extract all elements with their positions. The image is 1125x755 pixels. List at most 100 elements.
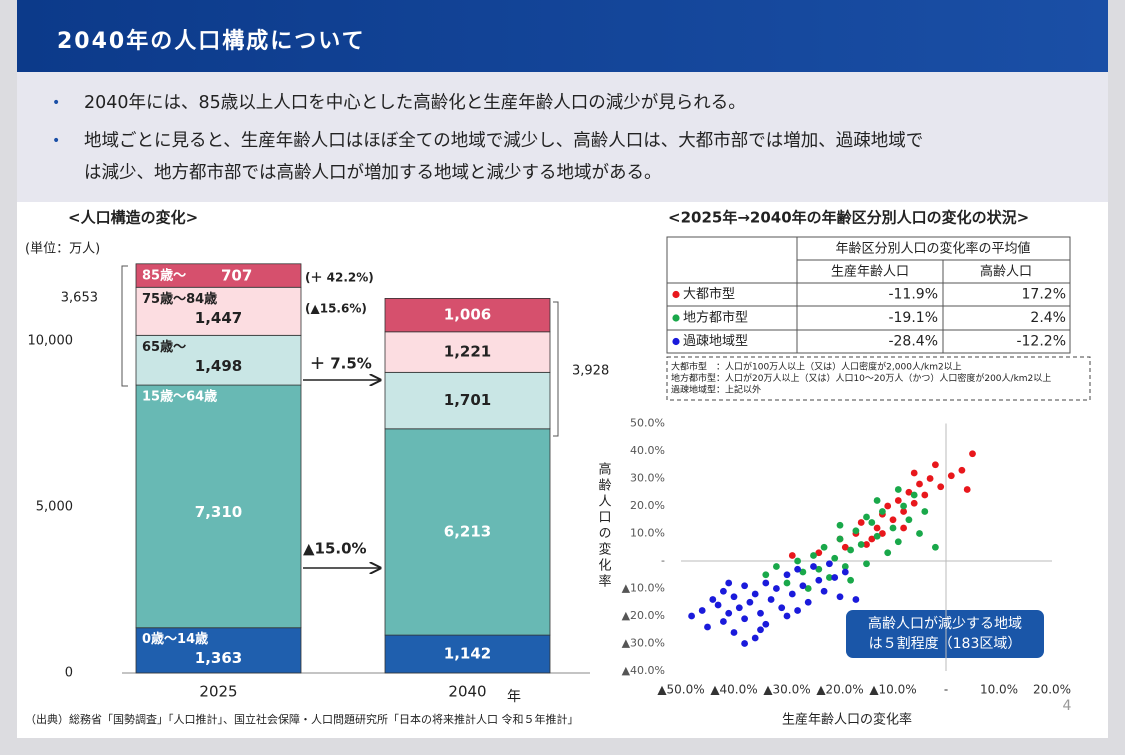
value-label: 1,006 xyxy=(444,306,491,324)
scatter-point xyxy=(921,508,929,515)
scatter-point xyxy=(794,607,801,614)
y-tick-label: ▲40.0% xyxy=(622,664,665,677)
scatter-point xyxy=(826,574,833,581)
bar-segment xyxy=(384,331,551,373)
source: （出典）総務省「国勢調査」「人口推計」、国立社会保障・人口問題研究所「日本の将来… xyxy=(25,712,579,726)
scatter-point xyxy=(900,524,907,532)
scatter-point xyxy=(921,491,929,499)
scatter-point xyxy=(836,521,844,529)
annotation: ▲15.0% xyxy=(303,540,367,558)
scatter-point xyxy=(794,565,801,573)
scatter-point xyxy=(720,618,727,625)
x-tick-label: ▲20.0% xyxy=(816,683,863,697)
bar-segment xyxy=(135,384,302,629)
scatter-point xyxy=(863,541,870,548)
x-tick-label: ▲10.0% xyxy=(869,683,916,697)
bar-segment xyxy=(384,428,551,636)
row-label: 過疎地域型 xyxy=(683,334,748,349)
value-label: 1,363 xyxy=(195,649,242,667)
header-title: 2040年の人口構成について xyxy=(57,28,366,54)
scatter-point xyxy=(863,513,870,521)
scatter-point xyxy=(767,596,775,603)
segment-name: 75歳〜84歳 xyxy=(142,291,217,307)
segment-name: 85歳〜 xyxy=(142,267,186,283)
row-label: 地方都市型 xyxy=(683,310,748,326)
scatter-point xyxy=(799,568,807,576)
x-unit: 年 xyxy=(507,689,521,705)
page-number: 4 xyxy=(1063,698,1072,714)
scatter-point xyxy=(757,609,764,617)
scatter-point xyxy=(884,502,892,510)
table-cell: -11.9% xyxy=(888,287,938,303)
scatter-point xyxy=(762,620,770,628)
bar-segment xyxy=(384,371,551,430)
scatter-point xyxy=(905,516,913,524)
y-tick-label: 20.0% xyxy=(630,499,665,512)
segment-name: 65歳〜 xyxy=(142,339,186,355)
table-grid xyxy=(666,236,1071,354)
scatter-point xyxy=(810,552,817,559)
scatter-point xyxy=(889,524,897,532)
scatter-point xyxy=(847,546,854,554)
scatter-point xyxy=(704,623,711,631)
y-axis-label: 高齢人口の変化率 xyxy=(596,461,612,590)
scatter-point xyxy=(783,579,791,587)
value-label: 6,213 xyxy=(444,522,491,540)
scatter-point xyxy=(932,543,939,551)
table-subheader: 高齢人口 xyxy=(980,264,1032,280)
legend-dot xyxy=(672,337,680,346)
bar-segment xyxy=(135,286,302,336)
note: 大都市型 ：人口が100万人以上（又は）人口密度が2,000人/km2以上 xyxy=(671,361,962,373)
bar-segment xyxy=(384,634,551,674)
scatter-point xyxy=(735,604,743,612)
bar-segment xyxy=(135,627,302,674)
scatter-point xyxy=(910,499,918,507)
value-label: 707 xyxy=(221,266,252,284)
bar-segment xyxy=(135,263,302,288)
y-tick-label: 50.0% xyxy=(630,417,665,430)
table-cell: -12.2% xyxy=(1016,334,1066,350)
scatter-point xyxy=(868,519,876,526)
scatter-point xyxy=(889,516,897,524)
scatter-point xyxy=(714,601,722,609)
x-tick-label: 2040 xyxy=(448,683,486,701)
table-subheader: 生産年齢人口 xyxy=(831,264,909,280)
bar-segment xyxy=(384,298,551,333)
scatter-point xyxy=(815,576,823,584)
scatter-point xyxy=(757,626,764,634)
bullet-text: 2040年には、85歳以上人口を中心とした高齢化と生産年齢人口の減少が見られる。 xyxy=(84,93,746,113)
scatter-point xyxy=(894,497,902,504)
annotation: 3,928 xyxy=(572,364,609,379)
scatter-point xyxy=(884,549,892,557)
scatter-point xyxy=(905,488,913,496)
scatter-point xyxy=(751,634,759,642)
bullet-text: は減少、地方都市部では高齢人口が増加する地域と減少する地域がある。 xyxy=(84,163,662,183)
scatter-point xyxy=(873,532,881,540)
y-tick-label: 30.0% xyxy=(630,472,665,485)
scatter-point xyxy=(852,596,860,603)
scatter-point xyxy=(947,472,955,480)
scatter-point xyxy=(868,535,876,543)
scatter-point xyxy=(958,466,966,474)
segment-name: 0歳〜14歳 xyxy=(142,631,208,647)
segment-name: 15歳〜64歳 xyxy=(142,389,217,405)
scatter-point xyxy=(725,579,733,587)
scatter-point xyxy=(788,552,796,559)
scatter-point xyxy=(794,557,801,565)
y-tick-label: ▲10.0% xyxy=(622,582,665,595)
scatter-point xyxy=(778,604,786,612)
y-tick-label: - xyxy=(661,554,665,567)
note: 過疎地域型：上記以外 xyxy=(671,384,761,396)
scatter-point xyxy=(910,491,918,499)
legend-dot xyxy=(672,290,680,299)
callout-text: は５割程度（183区域） xyxy=(869,635,1022,652)
scatter-point xyxy=(932,461,939,469)
y-tick-label: 10.0% xyxy=(630,527,665,540)
scatter-point xyxy=(741,582,748,590)
scatter-point xyxy=(698,607,706,614)
scatter-point xyxy=(783,612,791,620)
scatter-point xyxy=(826,560,833,568)
y-tick-label: ▲30.0% xyxy=(622,637,665,650)
annotation: 3,653 xyxy=(61,291,98,306)
scatter-point xyxy=(916,480,923,488)
